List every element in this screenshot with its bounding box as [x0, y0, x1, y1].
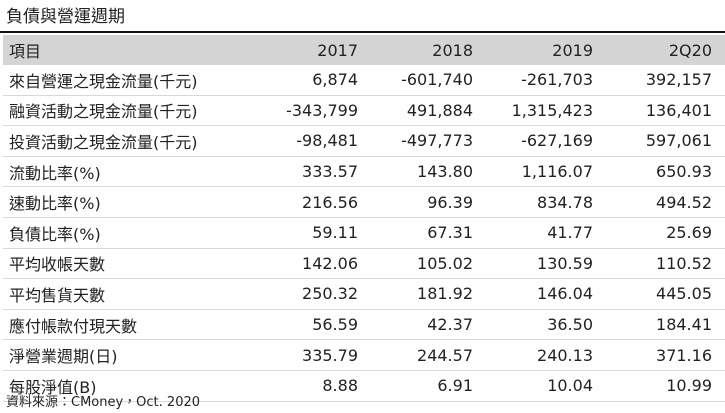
- cell-value: 96.39: [358, 186, 473, 218]
- cell-value: 25.69: [593, 217, 725, 249]
- cell-value: 110.52: [593, 248, 725, 280]
- cell-value: 130.59: [473, 248, 593, 280]
- table-row: 應付帳款付現天數 56.59 42.37 36.50 184.41: [3, 309, 725, 341]
- cell-value: 67.31: [358, 217, 473, 249]
- cell-value: -627,169: [473, 125, 593, 157]
- cell-value: 240.13: [473, 339, 593, 371]
- table-row: 平均售貨天數 250.32 181.92 146.04 445.05: [3, 278, 725, 310]
- cell-value: 146.04: [473, 278, 593, 310]
- table-row: 融資活動之現金流量(千元) -343,799 491,884 1,315,423 136…: [3, 95, 725, 127]
- table-head: 項目 2017 2018 2019 2Q20: [3, 35, 725, 65]
- cell-value: 56.59: [239, 309, 358, 341]
- cell-value: 142.06: [239, 248, 358, 280]
- cell-value: 10.99: [593, 370, 725, 402]
- table-row: 流動比率(%) 333.57 143.80 1,116.07 650.93: [3, 156, 725, 188]
- table-row: 平均收帳天數 142.06 105.02 130.59 110.52: [3, 248, 725, 280]
- cell-value: 184.41: [593, 309, 725, 341]
- table-row: 投資活動之現金流量(千元) -98,481 -497,773 -627,169 597,…: [3, 125, 725, 157]
- row-label: 流動比率(%): [3, 156, 239, 188]
- cell-value: 371.16: [593, 339, 725, 371]
- cell-value: 1,116.07: [473, 156, 593, 188]
- cell-value: 597,061: [593, 125, 725, 157]
- column-header: 2017: [239, 35, 358, 65]
- row-label: 平均收帳天數: [3, 248, 239, 280]
- row-label: 淨營業週期(日): [3, 339, 239, 371]
- cell-value: 6,874: [239, 65, 358, 96]
- cell-value: -497,773: [358, 125, 473, 157]
- row-label: 每股淨值(B): [3, 370, 239, 402]
- cell-value: 105.02: [358, 248, 473, 280]
- cell-value: 10.04: [473, 370, 593, 402]
- column-header: 2Q20: [593, 35, 725, 65]
- data-table: 項目 2017 2018 2019 2Q20 來自營運之現金流量(千元) 6,874 -60…: [3, 35, 725, 402]
- cell-value: -601,740: [358, 65, 473, 96]
- cell-value: 36.50: [473, 309, 593, 341]
- source-note: 資料來源：CMoney，Oct. 2020: [6, 395, 201, 410]
- cell-value: -343,799: [239, 95, 358, 127]
- cell-value: 392,157: [593, 65, 725, 96]
- cell-value: 491,884: [358, 95, 473, 127]
- cell-value: 181.92: [358, 278, 473, 310]
- row-label: 投資活動之現金流量(千元): [3, 125, 239, 157]
- row-label: 融資活動之現金流量(千元): [3, 95, 239, 127]
- row-label: 應付帳款付現天數: [3, 309, 239, 341]
- cell-value: 136,401: [593, 95, 725, 127]
- column-header: 項目: [3, 35, 239, 65]
- cell-value: 143.80: [358, 156, 473, 188]
- table-row: 來自營運之現金流量(千元) 6,874 -601,740 -261,703 392,15…: [3, 65, 725, 96]
- table-row: 淨營業週期(日) 335.79 244.57 240.13 371.16: [3, 339, 725, 371]
- cell-value: 494.52: [593, 186, 725, 218]
- table-row: 速動比率(%) 216.56 96.39 834.78 494.52: [3, 186, 725, 218]
- table-row: 每股淨值(B) 8.88 6.91 10.04 10.99: [3, 370, 725, 402]
- cell-value: 41.77: [473, 217, 593, 249]
- column-header: 2018: [358, 35, 473, 65]
- cell-value: 445.05: [593, 278, 725, 310]
- cell-value: 6.91: [358, 370, 473, 402]
- cell-value: 59.11: [239, 217, 358, 249]
- cell-value: 1,315,423: [473, 95, 593, 127]
- table-body: 來自營運之現金流量(千元) 6,874 -601,740 -261,703 392,15…: [3, 65, 725, 402]
- column-header: 2019: [473, 35, 593, 65]
- row-label: 平均售貨天數: [3, 278, 239, 310]
- cell-value: -98,481: [239, 125, 358, 157]
- title: 負債與營運週期: [6, 7, 125, 27]
- cell-value: 42.37: [358, 309, 473, 341]
- title-rule: [0, 31, 725, 33]
- cell-value: 8.88: [239, 370, 358, 402]
- cell-value: 244.57: [358, 339, 473, 371]
- row-label: 負債比率(%): [3, 217, 239, 249]
- cell-value: 650.93: [593, 156, 725, 188]
- cell-value: 250.32: [239, 278, 358, 310]
- row-label: 來自營運之現金流量(千元): [3, 65, 239, 96]
- cell-value: 216.56: [239, 186, 358, 218]
- cell-value: 333.57: [239, 156, 358, 188]
- table-row: 負債比率(%) 59.11 67.31 41.77 25.69: [3, 217, 725, 249]
- cell-value: 834.78: [473, 186, 593, 218]
- row-label: 速動比率(%): [3, 186, 239, 218]
- cell-value: -261,703: [473, 65, 593, 96]
- cell-value: 335.79: [239, 339, 358, 371]
- header-row: 項目 2017 2018 2019 2Q20: [3, 35, 725, 65]
